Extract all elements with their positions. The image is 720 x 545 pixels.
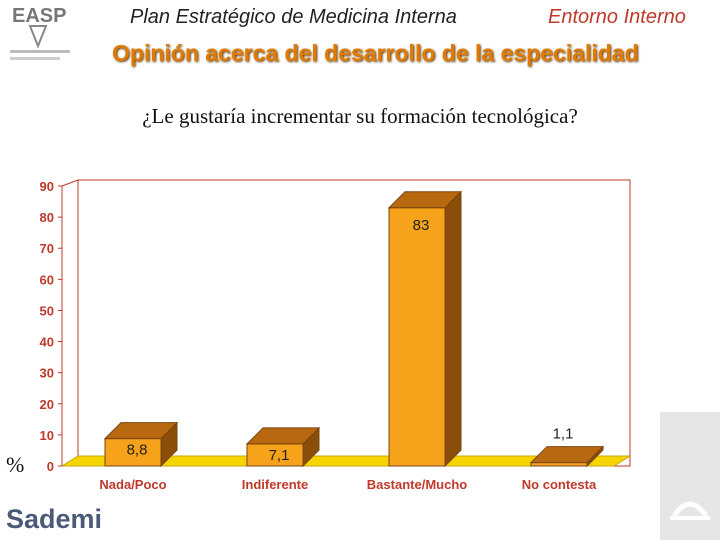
x-tick-label-0: Nada/Poco [99,477,166,492]
x-tick-label-2: Bastante/Mucho [367,477,467,492]
x-tick-label-3: No contesta [522,477,597,492]
junta-emblem-icon [660,412,720,540]
data-label-0: 8,8 [127,442,148,459]
bar-side-2 [444,190,462,468]
bar-top-0 [103,422,179,440]
bar-top-1 [245,427,321,445]
bar-top-3 [529,446,605,464]
plot-area [77,179,631,467]
junta-logo [660,412,720,540]
y-tick-label-80: 80 [40,210,54,225]
y-tick-label-70: 70 [40,241,54,256]
data-label-2: 83 [413,217,430,234]
data-label-3: 1,1 [553,426,574,443]
chart-title: ¿Le gustaría incrementar su formación te… [142,104,578,128]
y-tick-label-90: 90 [40,179,54,194]
y-tick-label-10: 10 [40,428,54,443]
bar-0 [104,438,162,467]
bar-top-2 [387,191,463,209]
easp-logo-icon: EASP [10,5,70,60]
bar-2 [388,207,446,467]
y-tick-label-20: 20 [40,397,54,412]
x-tick-label-1: Indiferente [242,477,308,492]
y-axis-label: % [6,452,25,477]
y-tick-label-40: 40 [40,335,54,350]
bar-3 [530,462,588,467]
sademi-logo-text: Sademi [6,504,103,534]
y-axis-top-edge [61,179,79,187]
y-tick-label-30: 30 [40,366,54,381]
slide-title: Opinión acerca del desarrollo de la espe… [112,40,639,66]
presentation-title: Plan Estratégico de Medicina Interna [130,6,457,28]
svg-text:EASP: EASP [12,5,66,27]
y-tick-label-50: 50 [40,303,54,318]
sademi-logo: Sademi [6,504,102,535]
section-label: Entorno Interno [548,6,686,28]
y-tick-label-0: 0 [47,459,54,474]
data-label-1: 7,1 [269,447,290,464]
y-tick-label-60: 60 [40,272,54,287]
easp-logo: EASP [8,2,74,68]
